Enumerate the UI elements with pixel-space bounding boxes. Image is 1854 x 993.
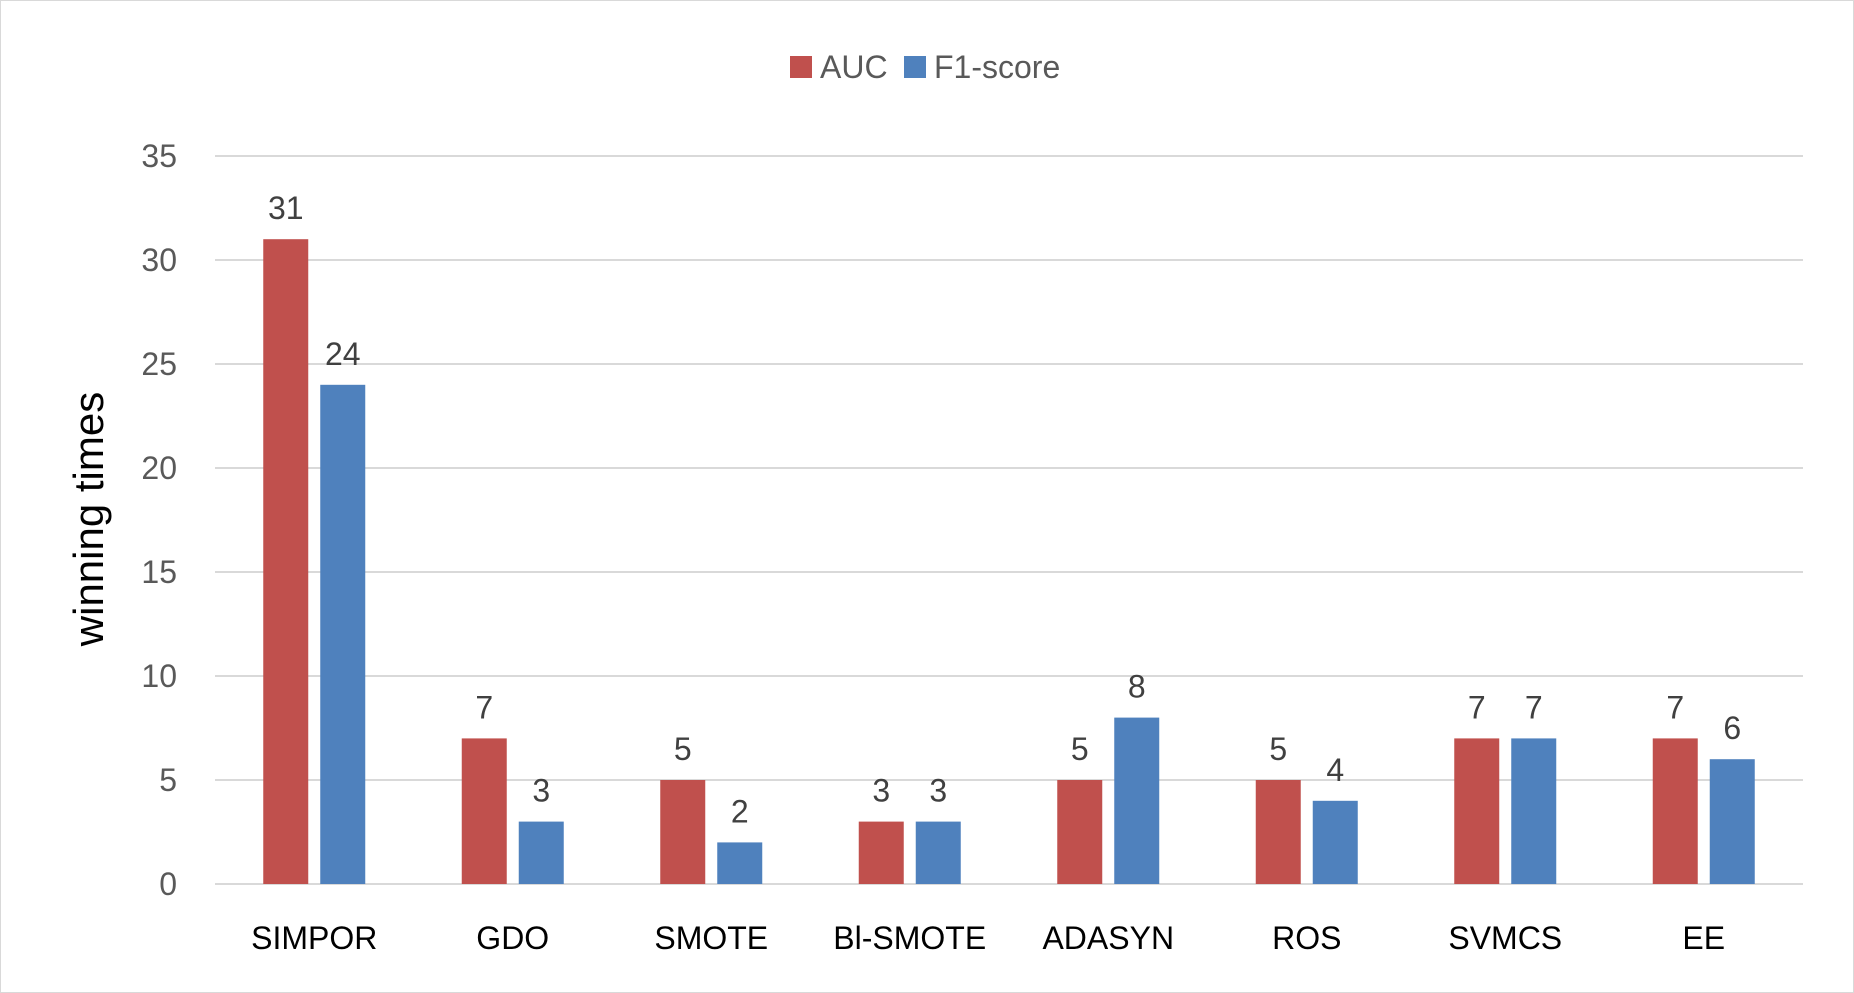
bar-f1-score-adasyn [1114, 717, 1160, 884]
x-tick-label: EE [1682, 920, 1725, 956]
x-tick-label: SMOTE [654, 920, 768, 956]
y-tick-label: 25 [141, 346, 177, 382]
bar-auc-ros [1255, 780, 1301, 884]
data-label: 31 [268, 190, 304, 226]
x-tick-label: SIMPOR [251, 920, 377, 956]
gridlines [215, 155, 1803, 885]
bar-f1-score-gdo [518, 821, 564, 884]
y-axis-ticks: 0 5 10 15 20 25 30 35 [141, 138, 177, 902]
x-axis-ticks: SIMPOR GDO SMOTE Bl-SMOTE ADASYN ROS SVMCS EE [251, 920, 1725, 956]
data-label: 7 [475, 689, 493, 725]
x-tick-label: SVMCS [1448, 920, 1562, 956]
legend-label: F1-score [934, 49, 1060, 85]
data-label: 5 [1269, 731, 1287, 767]
bar-f1-score-ros [1312, 800, 1358, 884]
y-tick-label: 10 [141, 658, 177, 694]
bar-auc-svmcs [1454, 738, 1500, 884]
bar-f1-score-simpor [320, 384, 366, 884]
data-label: 3 [929, 773, 947, 809]
bar-f1-score-smote [717, 842, 763, 884]
bar-auc-simpor [263, 239, 309, 884]
bar-auc-bl-smote [858, 821, 904, 884]
bar-f1-score-bl-smote [915, 821, 961, 884]
y-tick-label: 15 [141, 554, 177, 590]
legend-swatch [904, 56, 926, 78]
bar-auc-gdo [461, 738, 507, 884]
data-label: 2 [731, 793, 749, 829]
data-label: 6 [1723, 710, 1741, 746]
legend-swatch [790, 56, 812, 78]
x-tick-label: ROS [1272, 920, 1341, 956]
x-tick-label: GDO [476, 920, 549, 956]
bar-f1-score-svmcs [1511, 738, 1557, 884]
data-label: 8 [1128, 669, 1146, 705]
bar-auc-ee [1652, 738, 1698, 884]
y-tick-label: 20 [141, 450, 177, 486]
legend-label: AUC [820, 49, 888, 85]
data-label: 24 [325, 336, 361, 372]
data-label: 4 [1326, 752, 1344, 788]
data-label: 7 [1525, 689, 1543, 725]
data-label: 5 [674, 731, 692, 767]
bar-f1-score-ee [1709, 759, 1755, 884]
data-label: 7 [1666, 689, 1684, 725]
bars [263, 239, 1755, 884]
y-tick-label: 30 [141, 242, 177, 278]
data-label: 5 [1071, 731, 1089, 767]
y-tick-label: 35 [141, 138, 177, 174]
legend: AUC F1-score [790, 49, 1060, 85]
bar-auc-adasyn [1057, 780, 1103, 884]
data-label: 3 [872, 773, 890, 809]
data-label: 7 [1468, 689, 1486, 725]
data-labels: 31 24 7 3 5 2 3 3 5 8 5 4 7 7 7 6 [268, 190, 1741, 829]
data-label: 3 [532, 773, 550, 809]
x-tick-label: Bl-SMOTE [833, 920, 986, 956]
y-tick-label: 5 [159, 762, 177, 798]
y-axis-title: winning times [65, 392, 112, 647]
y-tick-label: 0 [159, 866, 177, 902]
bar-auc-smote [660, 780, 706, 884]
x-tick-label: ADASYN [1042, 920, 1174, 956]
